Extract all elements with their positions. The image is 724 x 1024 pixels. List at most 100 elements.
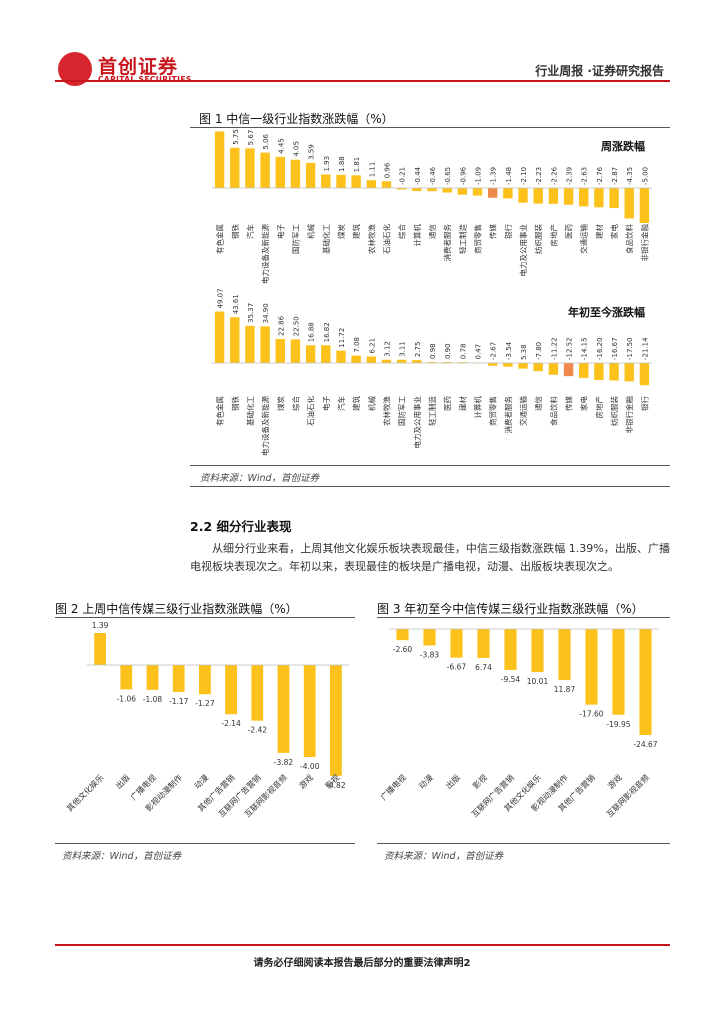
weekly-value-label: -0.44	[414, 166, 422, 185]
weekly-category-label: 家电	[609, 224, 619, 239]
ytd-chart-title: 年初至今涨跌幅	[568, 305, 645, 319]
ytd-value-label: -12.52	[566, 337, 574, 360]
weekly-bar	[427, 188, 437, 192]
weekly-value-label: -2.39	[566, 167, 574, 185]
ytd-value-label: 0.90	[444, 343, 452, 359]
figure3-top-rule	[377, 617, 670, 618]
ytd-value-label: 3.11	[399, 341, 407, 357]
media-ytd-value-label: -6.67	[447, 663, 467, 672]
weekly-category-label: 传媒	[488, 224, 498, 239]
footer-rule	[55, 944, 670, 946]
media-ytd-value-label: -19.95	[606, 720, 630, 729]
weekly-category-label: 纺织服装	[533, 224, 543, 254]
media-weekly-bar	[172, 665, 185, 692]
media-weekly-value-label: -2.14	[221, 719, 241, 728]
ytd-value-label: -14.15	[581, 337, 589, 360]
media-ytd-value-label: -2.60	[393, 645, 413, 654]
weekly-value-label: -2.23	[535, 167, 543, 185]
figure1-top-rule	[190, 127, 670, 128]
section-heading: 2.2 细分行业表现	[190, 519, 292, 534]
weekly-bar	[351, 175, 361, 188]
ytd-bar	[214, 311, 225, 363]
ytd-value-label: -3.54	[505, 341, 513, 360]
weekly-value-label: 1.81	[353, 157, 361, 173]
media-weekly-bar	[146, 665, 159, 690]
ytd-value-label: -7.80	[535, 342, 543, 360]
ytd-value-label: 6.21	[368, 338, 376, 354]
weekly-value-label: -4.35	[626, 167, 634, 185]
weekly-category-label: 电子	[275, 224, 285, 239]
weekly-value-label: 1.11	[368, 162, 376, 178]
media-ytd-bar	[612, 629, 625, 715]
weekly-category-label: 建筑	[351, 224, 361, 239]
weekly-bar	[457, 188, 468, 195]
ytd-bar	[487, 363, 498, 366]
figure2-bottom-rule	[55, 843, 355, 844]
media-ytd-category-label: 出版	[444, 772, 462, 790]
ytd-category-label: 煤炭	[275, 396, 285, 411]
ytd-bar	[351, 355, 361, 363]
media-weekly-value-label: -1.27	[195, 699, 215, 708]
ytd-bar	[594, 363, 604, 381]
media-ytd-value-label: -24.67	[633, 740, 657, 749]
weekly-category-label: 煤炭	[336, 224, 346, 239]
figure2-chart: 上周中信传媒三级行业指数涨跌幅（%）1.39其他文化娱乐-1.06出版-1.08…	[65, 621, 349, 819]
weekly-bar	[275, 156, 285, 188]
weekly-category-label: 非银行金融	[639, 224, 649, 262]
media-weekly-bar	[277, 665, 290, 753]
ytd-value-label: -21.14	[641, 337, 649, 360]
weekly-category-label: 房地产	[548, 224, 558, 247]
weekly-category-label: 建材	[594, 224, 604, 239]
figure1-bottom-rule	[190, 465, 670, 466]
weekly-value-label: -2.87	[611, 167, 619, 185]
media-ytd-value-label: 10.01	[527, 677, 549, 686]
ytd-category-label: 食品饮料	[548, 396, 558, 426]
ytd-bar	[381, 359, 392, 363]
weekly-value-label: 1.93	[323, 156, 331, 172]
weekly-value-label: -0.96	[459, 166, 467, 185]
ytd-category-label: 通信	[533, 396, 543, 411]
weekly-value-label: 1.88	[338, 156, 346, 172]
media-weekly-value-label: -2.42	[248, 726, 268, 735]
media-weekly-bar	[251, 665, 264, 721]
media-ytd-bar	[396, 629, 409, 641]
media-ytd-bar	[423, 629, 436, 646]
media-weekly-value-label: 1.39	[92, 621, 109, 630]
weekly-category-label: 有色金属	[215, 224, 225, 254]
weekly-category-label: 消费者服务	[442, 224, 452, 262]
ytd-category-label: 有色金属	[215, 396, 225, 426]
ytd-category-label: 建筑	[351, 396, 361, 411]
ytd-value-label: 16.82	[323, 322, 331, 342]
weekly-category-label: 国防军工	[290, 224, 300, 254]
ytd-bar	[366, 356, 377, 363]
weekly-value-label: -0.46	[429, 166, 437, 185]
weekly-bar	[533, 188, 543, 204]
ytd-bar	[548, 363, 559, 375]
weekly-value-label: -1.39	[490, 167, 498, 185]
figure3-title: 图 3 年初至今中信传媒三级行业指数涨跌幅（%）	[377, 602, 644, 616]
ytd-category-label: 非银行金融	[624, 396, 634, 434]
weekly-value-label: 5.06	[262, 133, 270, 149]
ytd-value-label: 16.88	[308, 322, 316, 342]
ytd-category-label: 电力及公用事业	[412, 396, 422, 449]
media-ytd-category-label: 动漫	[417, 772, 435, 790]
weekly-bar	[639, 188, 650, 223]
media-ytd-category-label: 游戏	[606, 772, 624, 790]
ytd-value-label: 22.86	[277, 315, 285, 336]
figure1-source: 资料来源：Wind，首创证券	[200, 473, 320, 484]
weekly-value-label: 5.67	[247, 130, 255, 146]
weekly-bar	[381, 181, 392, 188]
ytd-value-label: -11.22	[550, 337, 558, 360]
media-ytd-category-label: 影视	[471, 772, 489, 790]
weekly-value-label: -0.21	[399, 167, 407, 185]
weekly-value-label: -1.09	[475, 167, 483, 185]
media-ytd-value-label: -17.60	[579, 710, 603, 719]
weekly-value-label: -0.65	[444, 167, 452, 185]
media-ytd-bar	[585, 629, 598, 705]
media-weekly-bar	[303, 665, 316, 757]
ytd-category-label: 钢铁	[230, 396, 240, 411]
weekly-bar	[245, 148, 255, 188]
media-weekly-bar	[225, 665, 237, 715]
weekly-bar	[412, 188, 422, 192]
weekly-category-label: 电力设备及新能源	[260, 224, 270, 284]
